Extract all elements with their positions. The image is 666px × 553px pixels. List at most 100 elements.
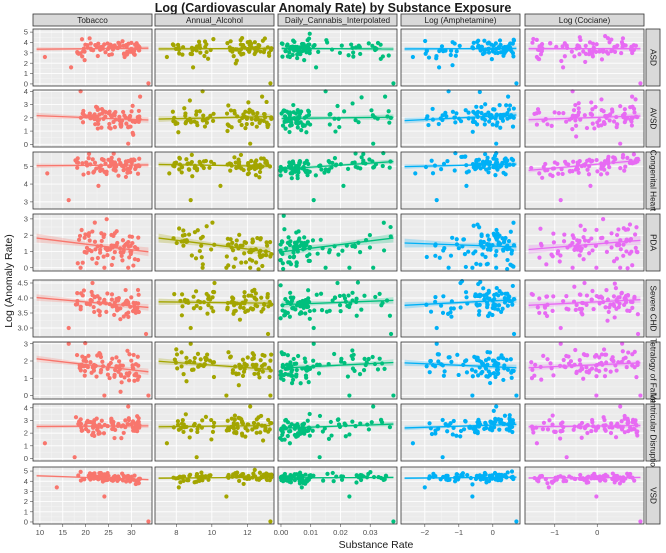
data-point <box>119 253 124 259</box>
data-point <box>382 366 387 371</box>
data-point <box>391 519 396 524</box>
regression-line <box>281 237 394 253</box>
data-point <box>298 304 303 309</box>
data-point <box>435 352 440 357</box>
data-point <box>531 430 536 435</box>
data-point <box>90 280 95 286</box>
data-point <box>297 481 303 486</box>
data-point <box>91 304 96 310</box>
data-point <box>470 374 475 379</box>
data-point <box>534 37 539 43</box>
panel-border <box>524 89 645 148</box>
strip-background <box>32 13 153 27</box>
data-point <box>494 160 500 165</box>
data-point <box>508 262 513 267</box>
data-point <box>203 158 209 164</box>
data-point <box>358 421 363 426</box>
data-point <box>504 160 509 165</box>
data-point <box>175 422 181 427</box>
data-point <box>128 113 133 119</box>
data-point <box>126 378 132 383</box>
data-point <box>259 156 264 161</box>
regression-line <box>528 115 641 121</box>
data-point <box>176 130 181 135</box>
data-point <box>375 40 381 46</box>
data-point <box>226 103 231 108</box>
data-point <box>102 472 107 477</box>
data-point <box>535 107 541 112</box>
data-point <box>183 119 189 125</box>
data-point <box>430 171 436 176</box>
data-point <box>236 157 241 162</box>
data-point <box>42 54 48 60</box>
data-point <box>614 256 619 261</box>
data-point <box>267 240 273 245</box>
data-point <box>594 157 599 163</box>
data-point <box>433 299 438 305</box>
data-point <box>255 235 260 241</box>
data-point <box>448 253 454 258</box>
data-point <box>369 420 374 425</box>
x-tick-label: 0 <box>595 528 599 537</box>
data-point <box>233 471 238 476</box>
data-point <box>346 53 351 58</box>
data-point <box>611 359 616 364</box>
data-point <box>121 52 127 57</box>
data-point <box>620 349 625 354</box>
data-point <box>630 263 635 268</box>
data-point <box>210 295 215 300</box>
data-point <box>324 309 330 314</box>
data-point <box>129 234 135 239</box>
y-tick-label: 1 <box>24 247 28 256</box>
data-point <box>231 54 236 59</box>
x-tick-label: 15 <box>59 528 67 537</box>
data-point <box>634 225 639 230</box>
data-point <box>433 253 438 258</box>
data-point <box>347 393 352 398</box>
data-point <box>247 107 252 112</box>
data-point <box>625 266 630 271</box>
data-point <box>121 474 127 479</box>
data-point <box>633 232 638 237</box>
x-tick-label: 0.00 <box>274 528 289 537</box>
data-point <box>441 294 446 299</box>
data-point <box>66 341 71 346</box>
data-point <box>116 421 121 427</box>
data-point <box>630 50 635 56</box>
data-point <box>511 106 516 111</box>
data-point <box>326 436 332 441</box>
data-point <box>248 141 253 146</box>
data-point <box>577 52 582 57</box>
data-point <box>94 261 99 266</box>
data-point <box>179 292 185 297</box>
data-point <box>252 40 257 45</box>
data-point <box>460 471 465 476</box>
data-point <box>224 265 229 270</box>
data-point <box>97 296 102 301</box>
data-point <box>207 358 213 363</box>
data-point <box>342 296 348 301</box>
data-point <box>295 125 300 130</box>
strip-label: Ventricular Disruption <box>649 394 658 472</box>
data-point <box>233 61 238 66</box>
data-point <box>490 305 495 311</box>
data-point <box>97 470 102 476</box>
data-point <box>280 303 285 308</box>
facet-panel <box>32 89 153 148</box>
data-point <box>112 312 117 318</box>
data-point <box>330 160 335 166</box>
data-point <box>455 352 460 357</box>
data-point <box>129 358 134 363</box>
data-point <box>248 404 253 409</box>
data-point <box>197 474 202 480</box>
data-point <box>434 197 439 203</box>
data-point <box>609 49 614 54</box>
data-point <box>350 356 355 361</box>
data-point <box>294 260 299 265</box>
data-point <box>558 325 563 331</box>
data-point <box>235 421 240 427</box>
data-point <box>618 247 623 252</box>
data-point <box>307 258 312 264</box>
data-point <box>259 295 264 300</box>
data-point <box>234 238 239 243</box>
